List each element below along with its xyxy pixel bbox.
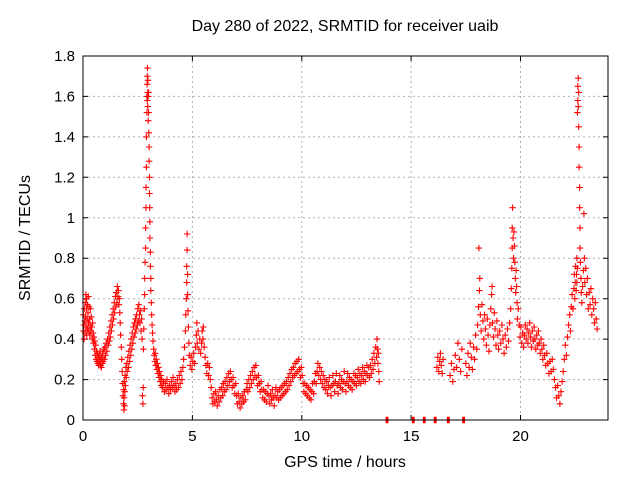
y-tick-label: 1 [67,210,75,227]
y-tick-label: 1.6 [54,88,75,105]
x-tick-label: 0 [79,428,87,445]
y-tick-label: 0.6 [54,291,75,308]
y-tick-label: 1.4 [54,129,75,146]
y-tick-label: 0.2 [54,372,75,389]
grid-lines [83,56,608,420]
tick-labels: 0 0.2 0.4 0.6 0.8 1 1.2 1.4 1.6 1.8 0 5 10 15 20 [54,48,529,445]
x-axis-label: GPS time / hours [284,454,406,471]
chart-title: Day 280 of 2022, SRMTID for receiver uai… [192,18,499,35]
x-tick-label: 5 [188,428,196,445]
x-tick-label: 20 [512,428,529,445]
plot-border [82,55,609,421]
y-tick-label: 0.8 [54,250,75,267]
grid-path [83,56,608,420]
y-axis-label: SRMTID / TECUs [17,175,34,301]
x-tick-label: 10 [293,428,310,445]
y-tick-label: 1.8 [54,48,75,65]
y-tick-label: 0 [67,412,75,429]
y-tick-label: 0.4 [54,331,75,348]
x-tick-label: 15 [403,428,420,445]
y-tick-label: 1.2 [54,169,75,186]
